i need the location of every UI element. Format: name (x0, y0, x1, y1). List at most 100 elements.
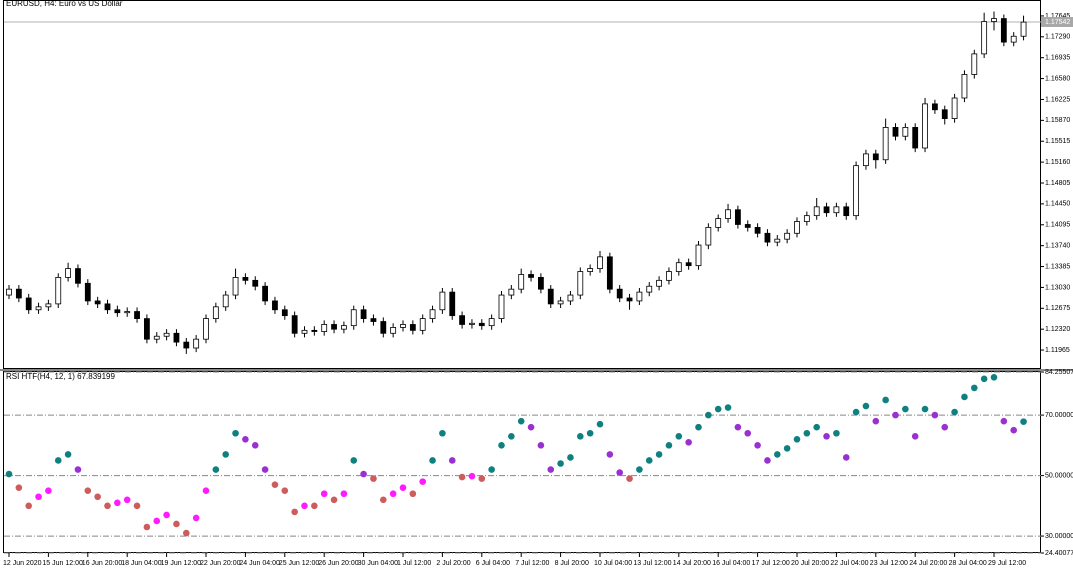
candle-body (55, 277, 62, 305)
rsi-dot (429, 457, 436, 464)
rsi-dot (517, 417, 525, 425)
rsi-dot (261, 466, 269, 473)
candle-body (528, 274, 534, 278)
rsi-dot (764, 457, 771, 464)
rsi-dot (399, 484, 407, 491)
candle-body (360, 309, 367, 319)
candle-body (843, 206, 850, 217)
x-tick-label: 22 Jun 20:00 (200, 560, 241, 567)
candle-body (350, 309, 357, 327)
rsi-dot (212, 466, 220, 473)
candle-body (941, 109, 948, 119)
rsi-dot (84, 487, 92, 495)
x-tick-label: 15 Jun 12:00 (42, 560, 83, 567)
y-tick-label: 1.16580 (1045, 75, 1070, 82)
rsi-dot (133, 502, 141, 510)
candle-body (143, 318, 150, 340)
candle-body (301, 329, 308, 334)
candle-body (272, 300, 278, 311)
rsi-dot (478, 475, 486, 482)
rsi-dot (606, 451, 614, 458)
candle-body (193, 338, 200, 349)
rsi-dot (153, 517, 161, 525)
rsi-dot (921, 405, 929, 413)
rsi-dot (508, 432, 515, 440)
rsi-dot (458, 473, 466, 481)
candle-body (882, 127, 889, 161)
y-tick-label: 1.15160 (1045, 159, 1070, 166)
rsi-dot (311, 502, 318, 510)
candle-body (1010, 35, 1017, 43)
rsi-dot (123, 496, 131, 504)
candle-body (508, 288, 515, 296)
candle-body (173, 332, 180, 343)
rsi-dot (320, 490, 328, 498)
y-tick-label: 1.11965 (1045, 347, 1070, 354)
rsi-dot (173, 520, 180, 528)
candle-body (281, 309, 288, 317)
y-tick-label: 1.12320 (1045, 326, 1070, 333)
x-tick-label: 7 Jul 12:00 (515, 560, 549, 567)
rsi-dot (340, 490, 348, 498)
candle-body (538, 277, 544, 290)
candle-body (567, 294, 574, 302)
candle-body (803, 215, 810, 222)
candle-body (853, 165, 859, 217)
rsi-dot (330, 496, 338, 504)
candle-body (912, 127, 919, 149)
candle-body (252, 279, 259, 287)
rsi-dot (291, 508, 298, 516)
candle-body (291, 315, 298, 334)
rsi-dot (724, 404, 732, 411)
candle-body (340, 325, 347, 330)
rsi-dot (537, 442, 545, 449)
candle-body (991, 18, 997, 22)
rsi-dot (15, 484, 23, 491)
y-tick-label: 1.17645 (1045, 13, 1070, 20)
x-tick-label: 24 Jun 04:00 (239, 560, 280, 567)
y-tick-label: 1.16935 (1045, 55, 1070, 62)
candle-body (35, 306, 42, 311)
x-tick-label: 16 Jul 04:00 (712, 560, 750, 567)
rsi-dot (951, 408, 958, 416)
candle-body (577, 271, 584, 296)
rsi-dot (389, 490, 397, 498)
rsi-dot (271, 481, 279, 488)
candle-body (833, 206, 840, 214)
candle-body (134, 311, 140, 319)
candle-body (469, 322, 475, 325)
y-tick-label: 1.15515 (1045, 138, 1070, 145)
rsi-dot (734, 423, 742, 431)
rsi-dot (783, 445, 791, 452)
y-tick-label: 1.13385 (1045, 263, 1070, 270)
x-tick-label: 2 Jul 20:00 (436, 560, 470, 567)
rsi-dot (547, 466, 555, 473)
candle-body (666, 271, 672, 281)
rsi-dot (902, 405, 909, 413)
candle-body (1000, 18, 1007, 43)
x-tick-label: 25 Jun 12:00 (279, 560, 320, 567)
rsi-dot (232, 429, 239, 437)
candle-body (971, 53, 978, 75)
candle-body (981, 21, 988, 55)
rsi-dot (1020, 418, 1027, 425)
rsi-dot (705, 411, 712, 419)
x-tick-label: 23 Jul 12:00 (870, 560, 908, 567)
rsi-dot (714, 405, 722, 413)
candle-body (262, 285, 269, 302)
candle-body (922, 103, 928, 149)
rsi-dot (990, 374, 998, 381)
x-tick-label: 20 Jul 20:00 (791, 560, 829, 567)
rsi-dot (64, 451, 72, 458)
y-tick-label: 1.17290 (1045, 34, 1070, 41)
y-tick-label: 1.14450 (1045, 201, 1070, 208)
candle-body (735, 209, 741, 225)
rsi-dot (242, 435, 249, 443)
x-tick-label: 14 Jul 20:00 (673, 560, 711, 567)
x-tick-label: 6 Jul 04:00 (476, 560, 510, 567)
y-tick-label: 1.14095 (1045, 222, 1070, 229)
rsi-dot (74, 466, 82, 473)
candle-body (94, 300, 101, 305)
candle-body (321, 324, 328, 332)
